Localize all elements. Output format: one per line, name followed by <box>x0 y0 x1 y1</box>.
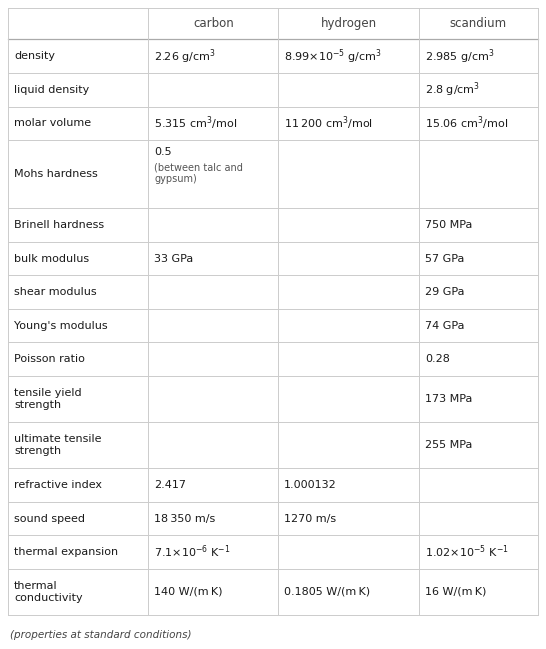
Text: 15.06 cm$^3$/mol: 15.06 cm$^3$/mol <box>425 114 508 132</box>
Text: density: density <box>14 51 55 61</box>
Text: 8.99×10$^{-5}$ g/cm$^3$: 8.99×10$^{-5}$ g/cm$^3$ <box>284 47 382 66</box>
Text: 33 GPa: 33 GPa <box>155 254 194 263</box>
Text: Mohs hardness: Mohs hardness <box>14 169 98 179</box>
Text: (properties at standard conditions): (properties at standard conditions) <box>10 630 192 640</box>
Text: 57 GPa: 57 GPa <box>425 254 464 263</box>
Text: 0.1805 W/(m K): 0.1805 W/(m K) <box>284 587 370 597</box>
Text: thermal expansion: thermal expansion <box>14 547 118 557</box>
Text: 173 MPa: 173 MPa <box>425 394 472 404</box>
Text: 2.8 g/cm$^3$: 2.8 g/cm$^3$ <box>425 80 480 99</box>
Text: carbon: carbon <box>193 18 234 31</box>
Text: hydrogen: hydrogen <box>321 18 377 31</box>
Text: 7.1×10$^{-6}$ K$^{-1}$: 7.1×10$^{-6}$ K$^{-1}$ <box>155 544 231 560</box>
Text: 16 W/(m K): 16 W/(m K) <box>425 587 486 597</box>
Text: 29 GPa: 29 GPa <box>425 287 464 297</box>
Text: 74 GPa: 74 GPa <box>425 321 464 330</box>
Text: 750 MPa: 750 MPa <box>425 220 472 230</box>
Text: 1.02×10$^{-5}$ K$^{-1}$: 1.02×10$^{-5}$ K$^{-1}$ <box>425 544 508 560</box>
Text: Poisson ratio: Poisson ratio <box>14 354 85 364</box>
Text: scandium: scandium <box>450 18 507 31</box>
Text: shear modulus: shear modulus <box>14 287 97 297</box>
Text: 2.985 g/cm$^3$: 2.985 g/cm$^3$ <box>425 47 494 66</box>
Text: tensile yield
strength: tensile yield strength <box>14 388 81 410</box>
Text: 255 MPa: 255 MPa <box>425 440 472 450</box>
Text: refractive index: refractive index <box>14 480 102 490</box>
Text: thermal
conductivity: thermal conductivity <box>14 581 82 603</box>
Text: 0.28: 0.28 <box>425 354 449 364</box>
Text: ultimate tensile
strength: ultimate tensile strength <box>14 434 102 456</box>
Text: 1.000132: 1.000132 <box>284 480 337 490</box>
Text: 0.5: 0.5 <box>155 147 172 158</box>
Text: sound speed: sound speed <box>14 513 85 524</box>
Text: 140 W/(m K): 140 W/(m K) <box>155 587 223 597</box>
Text: 1270 m/s: 1270 m/s <box>284 513 336 524</box>
Text: molar volume: molar volume <box>14 118 91 129</box>
Text: 2.417: 2.417 <box>155 480 186 490</box>
Text: Brinell hardness: Brinell hardness <box>14 220 104 230</box>
Text: 18 350 m/s: 18 350 m/s <box>155 513 216 524</box>
Text: Young's modulus: Young's modulus <box>14 321 108 330</box>
Text: liquid density: liquid density <box>14 85 89 95</box>
Text: 2.26 g/cm$^3$: 2.26 g/cm$^3$ <box>155 47 216 66</box>
Text: 11 200 cm$^3$/mol: 11 200 cm$^3$/mol <box>284 114 373 132</box>
Text: bulk modulus: bulk modulus <box>14 254 89 263</box>
Text: 5.315 cm$^3$/mol: 5.315 cm$^3$/mol <box>155 114 238 132</box>
Text: (between talc and
gypsum): (between talc and gypsum) <box>155 162 244 184</box>
